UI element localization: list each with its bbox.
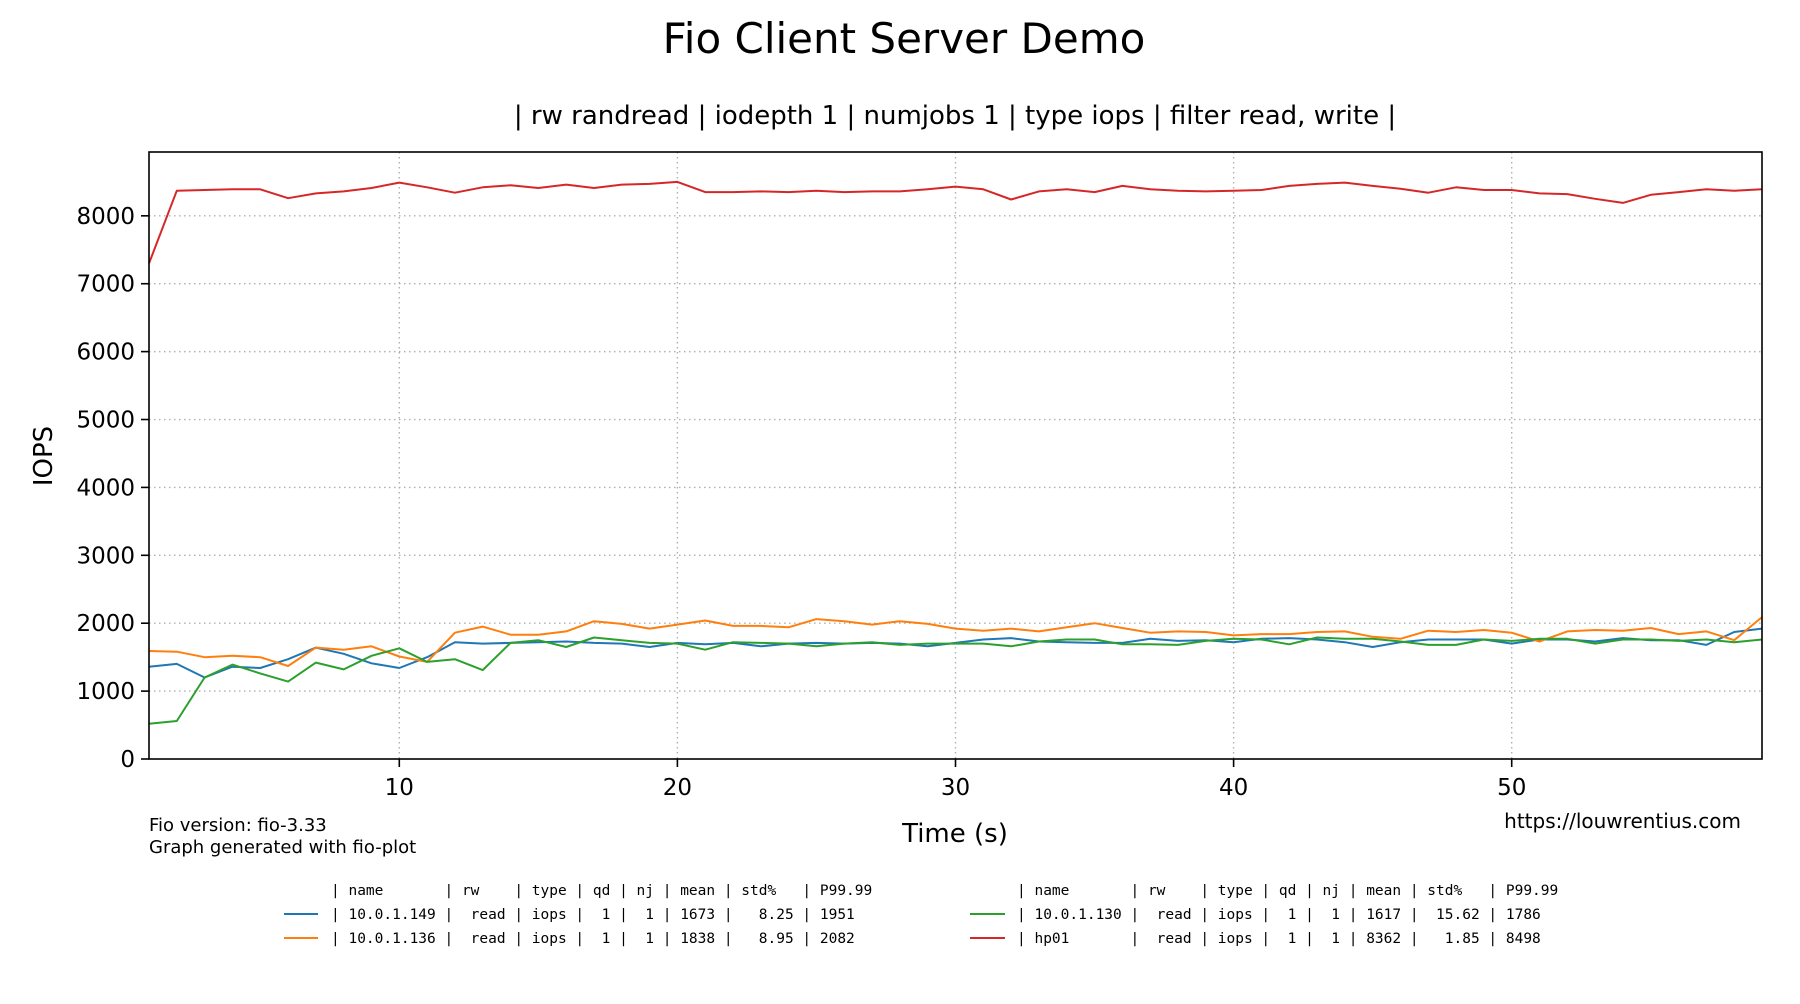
series-line-hp01 <box>148 180 1763 264</box>
legend-entry: | 10.0.1.149 | read | iops | 1 | 1 | 167… <box>331 907 855 923</box>
series-line-10-0-1-130 <box>148 636 1763 725</box>
y-tick-label: 2000 <box>76 611 135 637</box>
legend-header-right: | name | rw | type | qd | nj | mean | st… <box>1017 883 1558 899</box>
legend-entry: | 10.0.1.136 | read | iops | 1 | 1 | 183… <box>331 931 855 947</box>
x-tick-label: 10 <box>385 775 414 801</box>
chart-title: Fio Client Server Demo <box>663 14 1146 63</box>
x-tick-label: 50 <box>1497 775 1526 801</box>
chart-subtitle: | rw randread | iodepth 1 | numjobs 1 | … <box>514 101 1396 131</box>
generated-by: Graph generated with fio-plot <box>149 837 416 858</box>
series-lines <box>148 180 1763 725</box>
legend-entry: | 10.0.1.130 | read | iops | 1 | 1 | 161… <box>1017 907 1541 923</box>
y-tick-label: 8000 <box>76 204 135 230</box>
y-tick-label: 3000 <box>76 543 135 569</box>
axis-ticks: 0 1000 2000 3000 4000 5000 6000 7000 8000 10 20 30 4… <box>76 204 1526 801</box>
grid <box>149 152 1762 759</box>
x-tick-label: 40 <box>1219 775 1248 801</box>
y-axis-label: IOPS <box>29 426 59 486</box>
fio-version: Fio version: fio-3.33 <box>149 815 327 836</box>
x-axis-label: Time (s) <box>901 819 1008 849</box>
y-tick-label: 4000 <box>76 475 135 501</box>
y-tick-label: 6000 <box>76 340 135 366</box>
legend: | name | rw | type | qd | nj | mean | st… <box>284 883 1558 947</box>
x-tick-label: 20 <box>663 775 692 801</box>
y-tick-label: 5000 <box>76 408 135 434</box>
y-tick-label: 7000 <box>76 272 135 298</box>
y-tick-label: 0 <box>120 747 135 773</box>
source-url: https://louwrentius.com <box>1504 809 1741 833</box>
legend-header-left: | name | rw | type | qd | nj | mean | st… <box>331 883 872 899</box>
y-tick-label: 1000 <box>76 679 135 705</box>
x-tick-label: 30 <box>941 775 970 801</box>
series-line-10-0-1-136 <box>148 616 1763 667</box>
legend-entry: | hp01 | read | iops | 1 | 1 | 8362 | 1.… <box>1017 931 1541 947</box>
